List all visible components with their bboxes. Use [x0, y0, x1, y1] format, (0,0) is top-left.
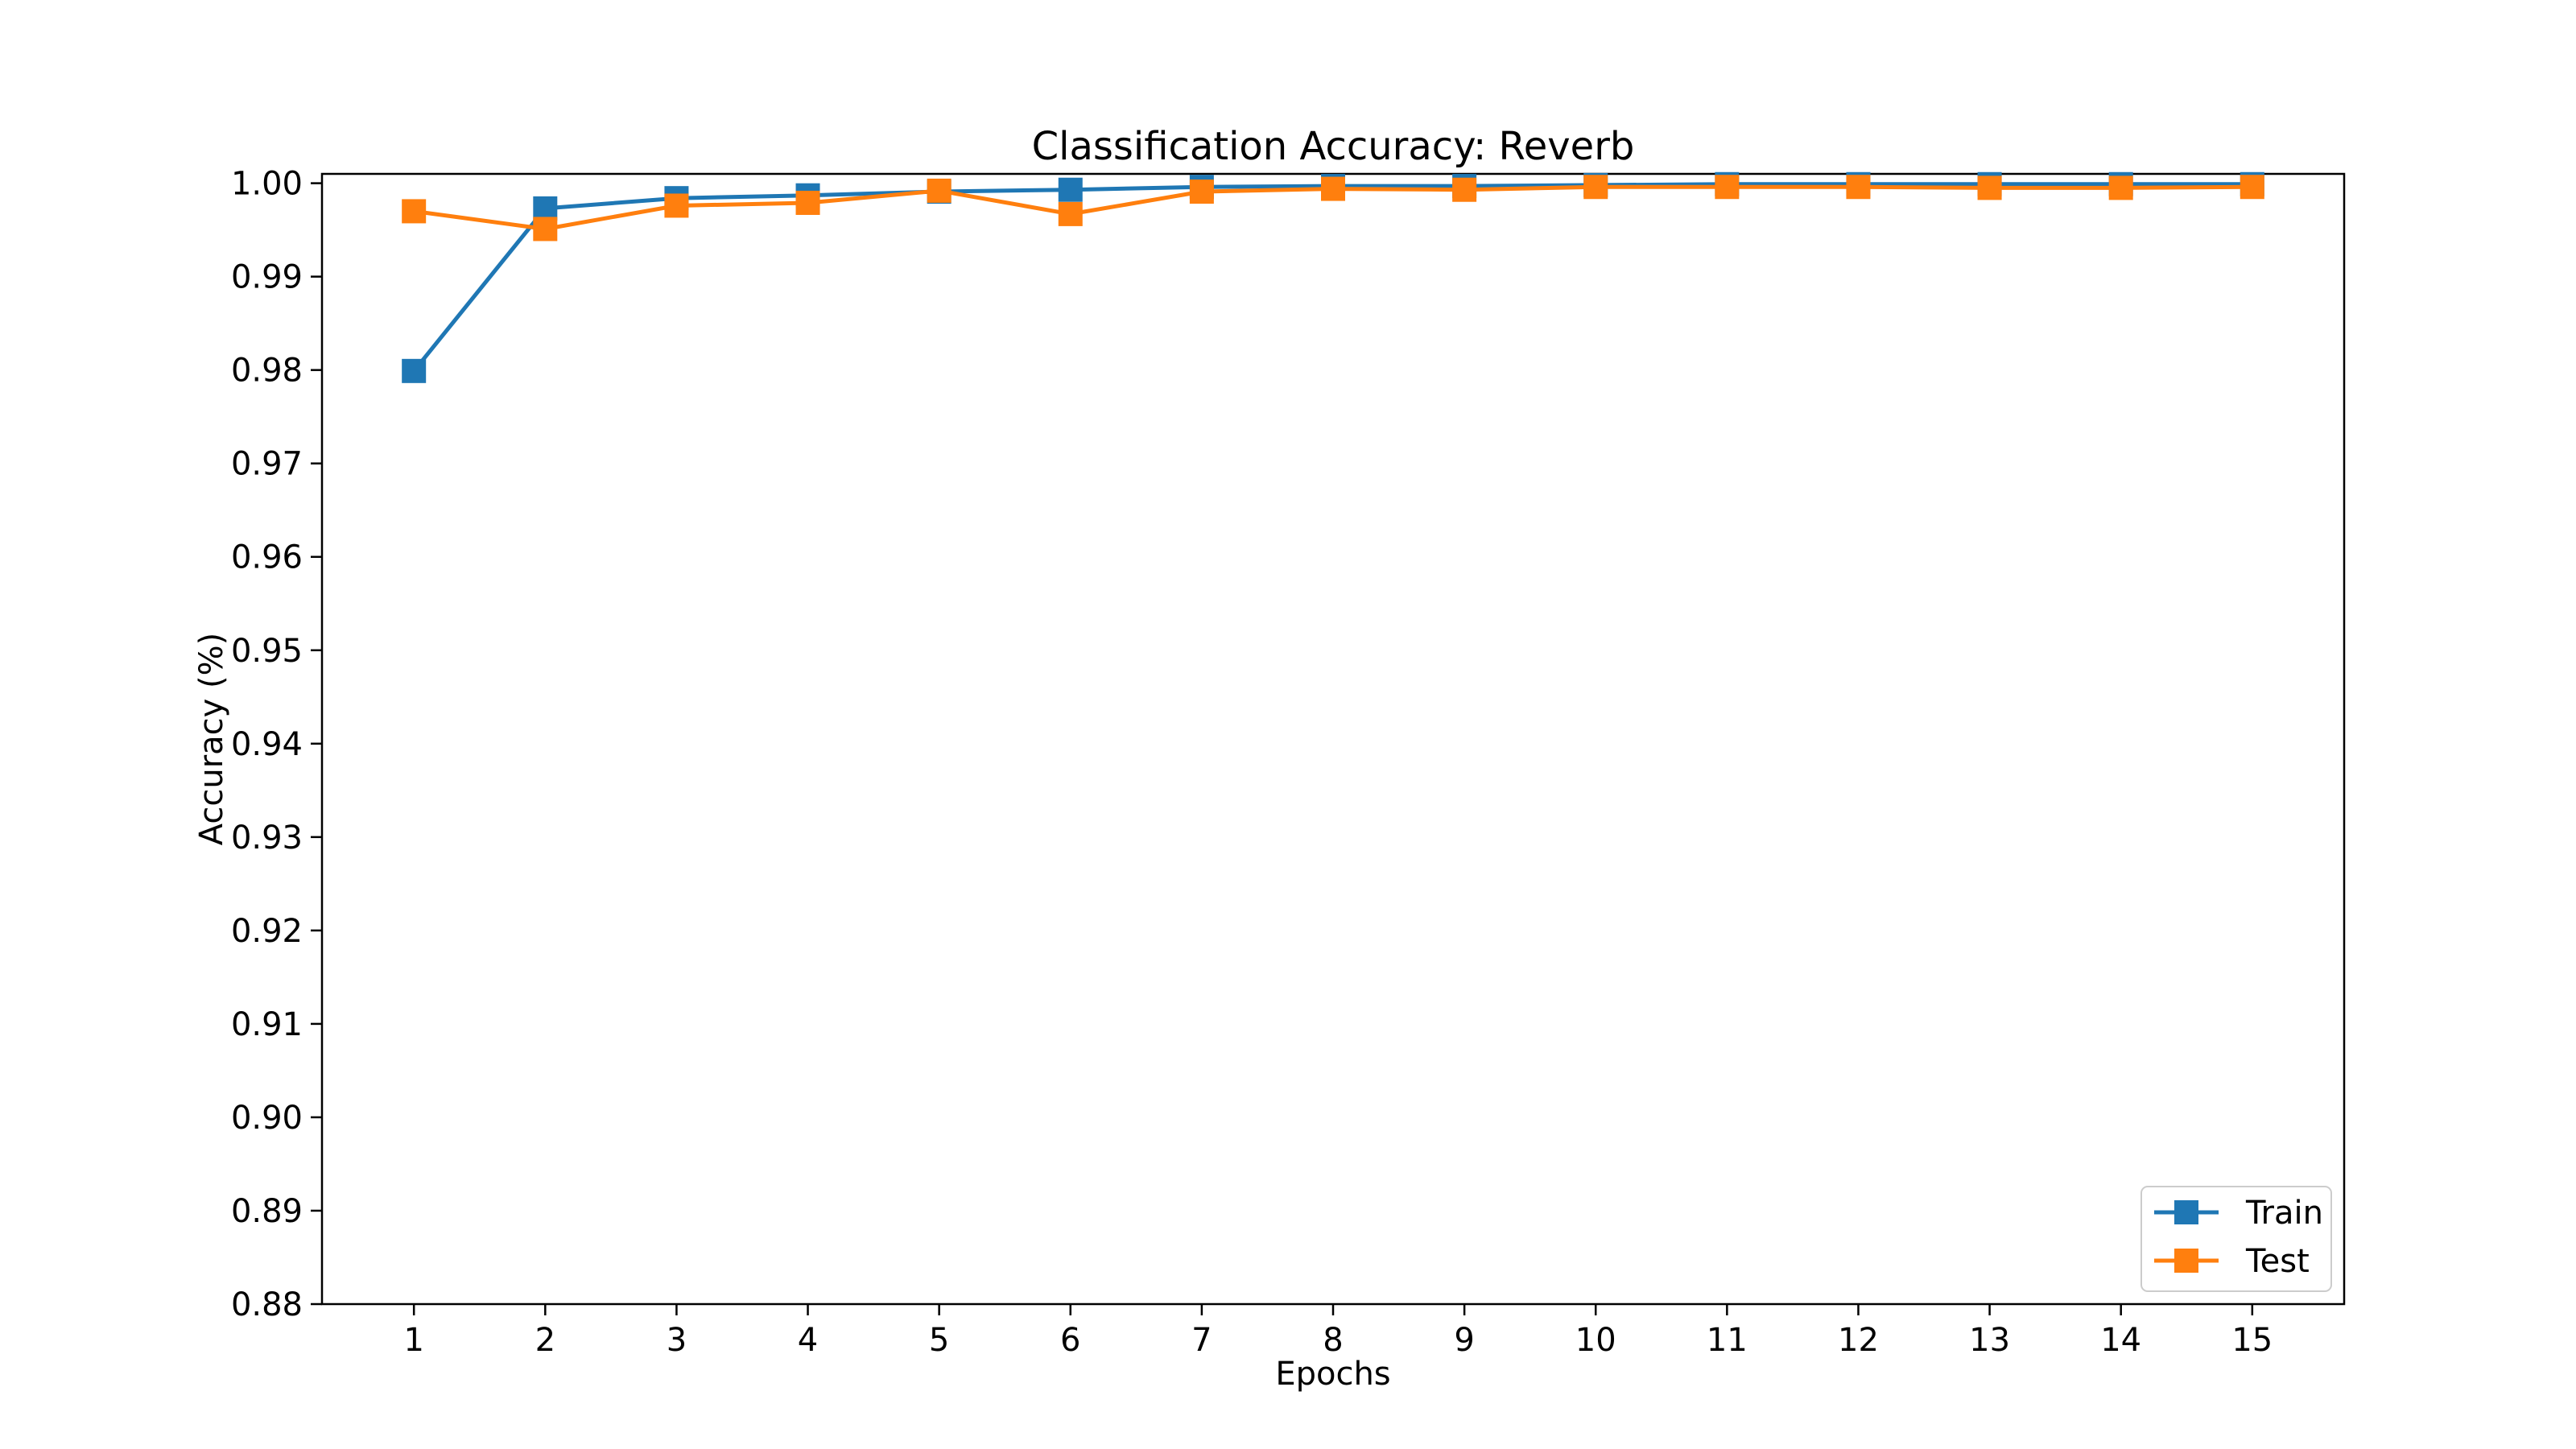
data-point-test [2240, 175, 2264, 200]
data-point-train [1058, 177, 1083, 202]
y-tick-label: 0.91 [231, 1006, 303, 1043]
y-axis-label: Accuracy (%) [193, 633, 230, 846]
legend-marker-train [2174, 1200, 2198, 1224]
x-tick-label: 4 [798, 1322, 818, 1359]
y-tick-label: 0.89 [231, 1193, 303, 1230]
x-tick-label: 15 [2231, 1322, 2273, 1359]
x-tick-label: 10 [1575, 1322, 1616, 1359]
x-tick-label: 12 [1838, 1322, 1879, 1359]
plot-area-frame [320, 172, 2346, 1306]
x-tick-label: 1 [403, 1322, 423, 1359]
x-tick-label: 3 [667, 1322, 687, 1359]
x-tick-label: 14 [2100, 1322, 2141, 1359]
data-point-test [795, 190, 820, 215]
data-point-test [2108, 175, 2133, 200]
x-axis-ticks: 1 2 3 4 5 6 7 8 9 10 11 12 13 14 15 [403, 1304, 2273, 1359]
data-point-train [533, 196, 558, 221]
legend-marker-test [2174, 1249, 2198, 1273]
data-point-train [402, 358, 427, 383]
y-tick-label: 0.99 [231, 259, 303, 296]
chart-title: Classification Accuracy: Reverb [1032, 124, 1635, 169]
x-tick-label: 7 [1191, 1322, 1212, 1359]
data-point-test [1977, 175, 2002, 200]
legend-entry-test: Test [2154, 1243, 2310, 1280]
y-tick-label: 0.88 [231, 1286, 303, 1323]
data-point-test [1846, 175, 1871, 200]
data-point-test [1583, 175, 1608, 200]
data-point-test [533, 217, 558, 242]
data-point-test [1452, 177, 1477, 202]
data-point-test [1715, 175, 1740, 200]
series-test [402, 175, 2264, 242]
data-point-test [402, 199, 427, 224]
y-tick-label: 0.98 [231, 353, 303, 390]
x-axis-label: Epochs [1275, 1356, 1390, 1393]
legend: Train Test [2140, 1186, 2332, 1292]
data-point-test [927, 178, 952, 203]
x-tick-label: 11 [1707, 1322, 1748, 1359]
x-tick-label: 2 [535, 1322, 555, 1359]
y-tick-label: 0.96 [231, 539, 303, 576]
x-tick-label: 8 [1323, 1322, 1343, 1359]
y-axis-ticks: 0.88 0.89 0.90 0.91 0.92 0.93 0.94 0.95 0.96 0.97… [231, 166, 322, 1323]
legend-label-train: Train [2245, 1195, 2323, 1232]
data-point-test [1058, 201, 1083, 226]
x-tick-label: 6 [1060, 1322, 1080, 1359]
series-layer [402, 171, 2264, 383]
y-tick-label: 0.92 [231, 913, 303, 950]
legend-entry-train: Train [2154, 1195, 2323, 1232]
data-point-test [1189, 180, 1214, 204]
data-point-test [664, 193, 689, 218]
data-point-test [1321, 176, 1345, 201]
y-tick-label: 0.94 [231, 726, 303, 763]
x-tick-label: 9 [1454, 1322, 1474, 1359]
x-tick-label: 13 [1969, 1322, 2010, 1359]
y-tick-label: 0.95 [231, 633, 303, 670]
x-tick-label: 5 [929, 1322, 949, 1359]
y-tick-label: 0.90 [231, 1100, 303, 1137]
y-tick-label: 1.00 [231, 166, 303, 203]
y-tick-label: 0.93 [231, 819, 303, 857]
y-tick-label: 0.97 [231, 446, 303, 483]
legend-label-test: Test [2245, 1243, 2310, 1280]
